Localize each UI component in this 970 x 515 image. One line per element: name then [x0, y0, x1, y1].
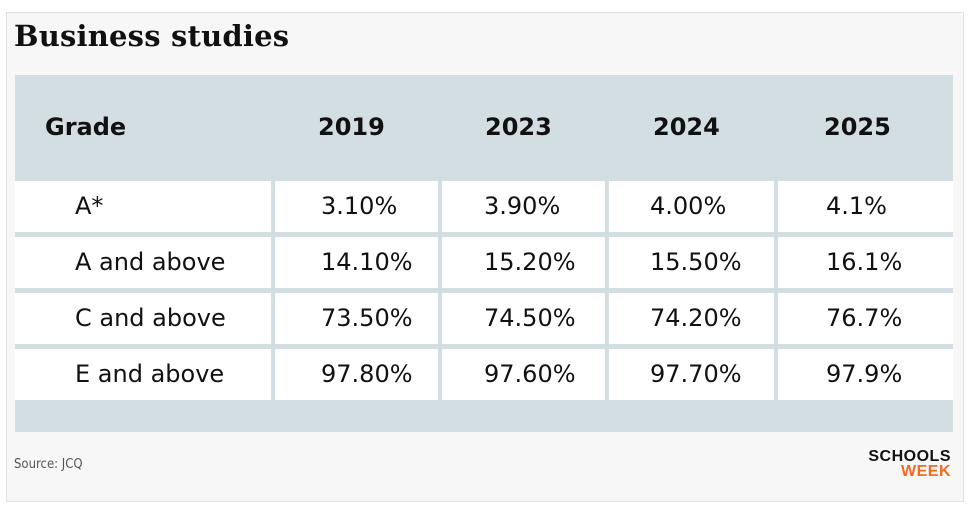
source-note: Source: JCQ — [14, 457, 83, 472]
chart-title: Business studies — [14, 19, 290, 53]
value-2019: 97.80% — [321, 360, 413, 388]
value-2024: 97.70% — [650, 360, 742, 388]
column-header-2024: 2024 — [653, 113, 720, 141]
value-2025: 4.1% — [826, 192, 887, 220]
data-table: Grade 2019 2023 2024 2025 A* 3.10% 3.90%… — [15, 75, 953, 432]
value-2023: 3.90% — [484, 192, 561, 220]
value-2025: 16.1% — [826, 248, 903, 276]
value-cell: 97.70% — [609, 349, 774, 400]
logo-line-schools: SCHOOLS — [868, 448, 951, 465]
column-header-2025: 2025 — [824, 113, 891, 141]
chart-card: Business studies Grade 2019 2023 2024 20… — [6, 12, 964, 502]
value-cell: 97.9% — [778, 349, 953, 400]
grade-label: C and above — [75, 304, 226, 332]
value-cell: 73.50% — [275, 293, 438, 344]
schools-week-logo: SCHOOLS WEEK — [851, 449, 951, 483]
grade-cell: A and above — [15, 237, 271, 288]
value-2019: 14.10% — [321, 248, 413, 276]
value-cell: 16.1% — [778, 237, 953, 288]
value-2023: 97.60% — [484, 360, 576, 388]
value-cell: 76.7% — [778, 293, 953, 344]
table-row: A* 3.10% 3.90% 4.00% 4.1% — [15, 181, 953, 232]
grade-cell: E and above — [15, 349, 271, 400]
value-2024: 15.50% — [650, 248, 742, 276]
value-2025: 76.7% — [826, 304, 903, 332]
value-cell: 97.60% — [442, 349, 605, 400]
grade-label: E and above — [75, 360, 225, 388]
value-2019: 3.10% — [321, 192, 398, 220]
column-header-2019: 2019 — [318, 113, 385, 141]
value-cell: 74.50% — [442, 293, 605, 344]
value-2023: 74.50% — [484, 304, 576, 332]
grade-label: A and above — [75, 248, 226, 276]
table-row: A and above 14.10% 15.20% 15.50% 16.1% — [15, 237, 953, 288]
table-header: Grade 2019 2023 2024 2025 — [15, 75, 953, 179]
logo-line-week: WEEK — [901, 463, 951, 480]
value-cell: 97.80% — [275, 349, 438, 400]
grade-label: A* — [75, 192, 104, 220]
value-2024: 74.20% — [650, 304, 742, 332]
value-cell: 14.10% — [275, 237, 438, 288]
table-row: E and above 97.80% 97.60% 97.70% 97.9% — [15, 349, 953, 400]
column-header-grade: Grade — [45, 113, 127, 141]
grade-cell: A* — [15, 181, 271, 232]
value-cell: 15.50% — [609, 237, 774, 288]
grade-cell: C and above — [15, 293, 271, 344]
value-2019: 73.50% — [321, 304, 413, 332]
table-row: C and above 73.50% 74.50% 74.20% 76.7% — [15, 293, 953, 344]
value-cell: 74.20% — [609, 293, 774, 344]
value-2023: 15.20% — [484, 248, 576, 276]
value-2025: 97.9% — [826, 360, 903, 388]
value-cell: 15.20% — [442, 237, 605, 288]
column-header-2023: 2023 — [485, 113, 552, 141]
value-cell: 3.10% — [275, 181, 438, 232]
value-2024: 4.00% — [650, 192, 727, 220]
value-cell: 4.00% — [609, 181, 774, 232]
value-cell: 3.90% — [442, 181, 605, 232]
value-cell: 4.1% — [778, 181, 953, 232]
